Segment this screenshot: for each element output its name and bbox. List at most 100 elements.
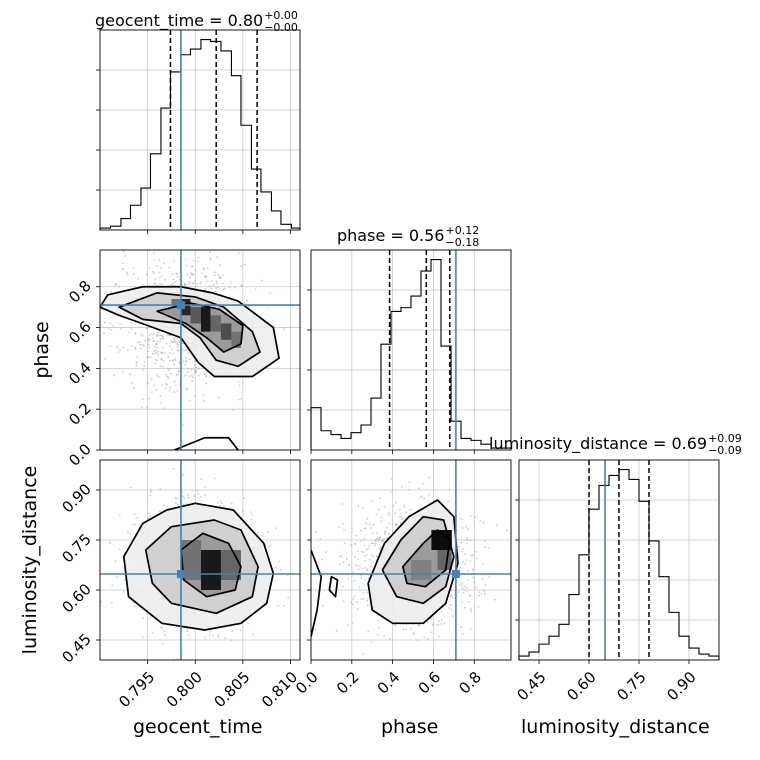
sample-point — [430, 631, 433, 634]
sample-point — [339, 563, 341, 565]
histogram-step — [99, 38, 301, 230]
sample-point — [168, 352, 171, 354]
sample-point — [163, 504, 166, 507]
sample-point — [183, 497, 186, 499]
sample-point — [386, 526, 388, 529]
sample-point — [161, 351, 164, 354]
panel-background — [100, 30, 300, 230]
sample-point — [484, 546, 487, 549]
sample-point — [388, 513, 391, 516]
sample-point — [213, 274, 216, 277]
truth-marker — [451, 570, 460, 578]
sample-point — [387, 532, 390, 535]
sample-point — [219, 264, 221, 266]
sample-point — [307, 310, 309, 312]
sample-point — [185, 361, 188, 364]
sample-point — [146, 273, 148, 276]
sample-point — [174, 340, 177, 343]
sample-point — [222, 288, 225, 290]
sample-point — [378, 497, 381, 500]
sample-point — [354, 556, 357, 558]
sample-point — [478, 591, 481, 594]
sample-point — [215, 280, 218, 283]
sample-point — [467, 539, 469, 542]
sample-point — [469, 594, 472, 597]
y-tick-label: 0.8 — [65, 277, 95, 307]
sample-point — [172, 352, 175, 355]
sample-point — [122, 250, 125, 253]
sample-point — [449, 604, 452, 606]
sample-point — [156, 359, 159, 362]
sample-point — [231, 630, 234, 633]
sample-point — [453, 597, 456, 600]
sample-point — [199, 496, 202, 498]
sample-point — [371, 500, 374, 502]
sample-point — [360, 576, 363, 579]
sample-point — [461, 518, 464, 521]
density-cell — [431, 530, 452, 550]
sample-point — [163, 630, 166, 633]
sample-point — [430, 617, 433, 620]
sample-point — [409, 508, 412, 511]
sample-point — [173, 391, 176, 394]
sample-point — [182, 474, 185, 476]
y-tick-label: 0.6 — [65, 318, 95, 348]
sample-point — [148, 346, 150, 349]
sample-point — [203, 399, 205, 402]
sample-point — [160, 401, 162, 404]
sample-point — [151, 352, 154, 355]
sample-point — [478, 594, 480, 597]
sample-point — [208, 634, 211, 636]
sample-point — [165, 373, 168, 376]
sample-point — [378, 536, 381, 539]
sample-point — [168, 389, 171, 392]
sample-point — [155, 335, 158, 337]
sample-point — [196, 489, 199, 492]
sample-point — [149, 617, 152, 620]
x-tick-label: 0.45 — [513, 668, 549, 704]
sample-point — [348, 564, 351, 566]
sample-point — [254, 288, 257, 291]
sample-point — [465, 536, 468, 539]
density-cell — [220, 323, 232, 340]
sample-point — [157, 375, 160, 378]
sample-point — [460, 626, 462, 628]
sample-point — [351, 526, 353, 529]
sample-point — [195, 370, 198, 373]
title-geocent-time: geocent_time = 0.80 +0.00 −0.00 — [95, 9, 298, 34]
sample-point — [104, 357, 107, 360]
sample-point — [459, 517, 461, 520]
sample-point — [134, 348, 137, 350]
sample-point — [229, 281, 232, 284]
sample-point — [143, 360, 146, 363]
sample-point — [177, 340, 180, 343]
x-tick-label: 0.2 — [333, 668, 363, 698]
sample-point — [177, 367, 180, 370]
sample-point — [121, 371, 124, 373]
sample-point — [118, 548, 121, 551]
sample-point — [488, 575, 491, 578]
panel-contents — [100, 460, 300, 660]
sample-point — [375, 540, 378, 543]
sample-point — [400, 518, 403, 520]
sample-point — [124, 255, 127, 257]
sample-point — [171, 341, 174, 344]
sample-point — [107, 327, 110, 330]
sample-point — [148, 334, 151, 337]
sample-point — [462, 588, 465, 591]
sample-point — [358, 586, 361, 589]
sample-point — [182, 503, 185, 506]
sample-point — [219, 500, 222, 502]
sample-point — [384, 530, 387, 533]
sample-point — [370, 641, 373, 644]
sample-point — [151, 631, 154, 634]
sample-point — [103, 332, 105, 335]
sample-point — [240, 397, 243, 400]
sample-point — [182, 495, 184, 498]
sample-point — [395, 501, 398, 504]
sample-point — [163, 407, 166, 409]
sample-point — [435, 624, 438, 627]
histogram-panel-luminosity-distance: 0.45 0.60 0.75 0.90 — [513, 459, 720, 704]
sample-point — [162, 337, 165, 340]
sample-point — [193, 495, 196, 498]
